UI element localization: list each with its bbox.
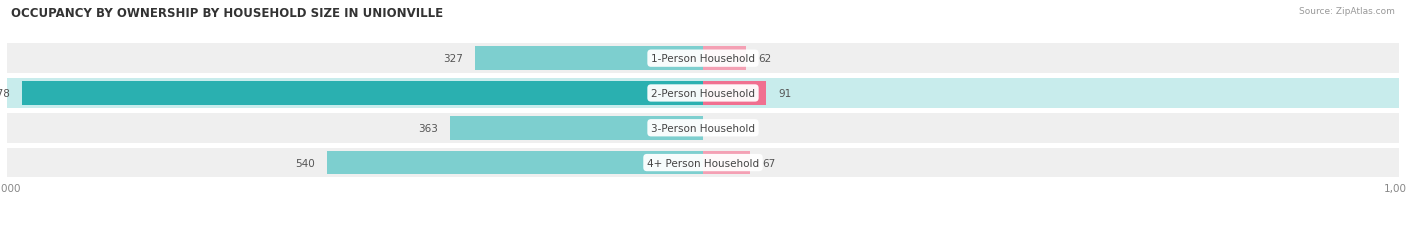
Bar <box>703 47 747 71</box>
Text: 67: 67 <box>762 158 775 168</box>
Text: 978: 978 <box>0 88 10 99</box>
Bar <box>7 113 1399 143</box>
Bar <box>703 82 766 105</box>
Text: 1-Person Household: 1-Person Household <box>651 54 755 64</box>
Bar <box>475 47 703 71</box>
Text: Source: ZipAtlas.com: Source: ZipAtlas.com <box>1299 7 1395 16</box>
Text: 363: 363 <box>418 123 437 133</box>
Bar <box>7 44 1399 74</box>
Bar <box>22 82 703 105</box>
Bar <box>7 148 1399 178</box>
Text: 62: 62 <box>759 54 772 64</box>
Text: 540: 540 <box>295 158 315 168</box>
Text: 3-Person Household: 3-Person Household <box>651 123 755 133</box>
Text: 4+ Person Household: 4+ Person Household <box>647 158 759 168</box>
Text: 327: 327 <box>443 54 463 64</box>
Text: 91: 91 <box>779 88 792 99</box>
Bar <box>7 79 1399 108</box>
Text: 0: 0 <box>716 123 723 133</box>
Text: OCCUPANCY BY OWNERSHIP BY HOUSEHOLD SIZE IN UNIONVILLE: OCCUPANCY BY OWNERSHIP BY HOUSEHOLD SIZE… <box>11 7 443 20</box>
Bar <box>703 151 749 175</box>
Bar <box>450 116 703 140</box>
Text: 2-Person Household: 2-Person Household <box>651 88 755 99</box>
Bar <box>328 151 703 175</box>
